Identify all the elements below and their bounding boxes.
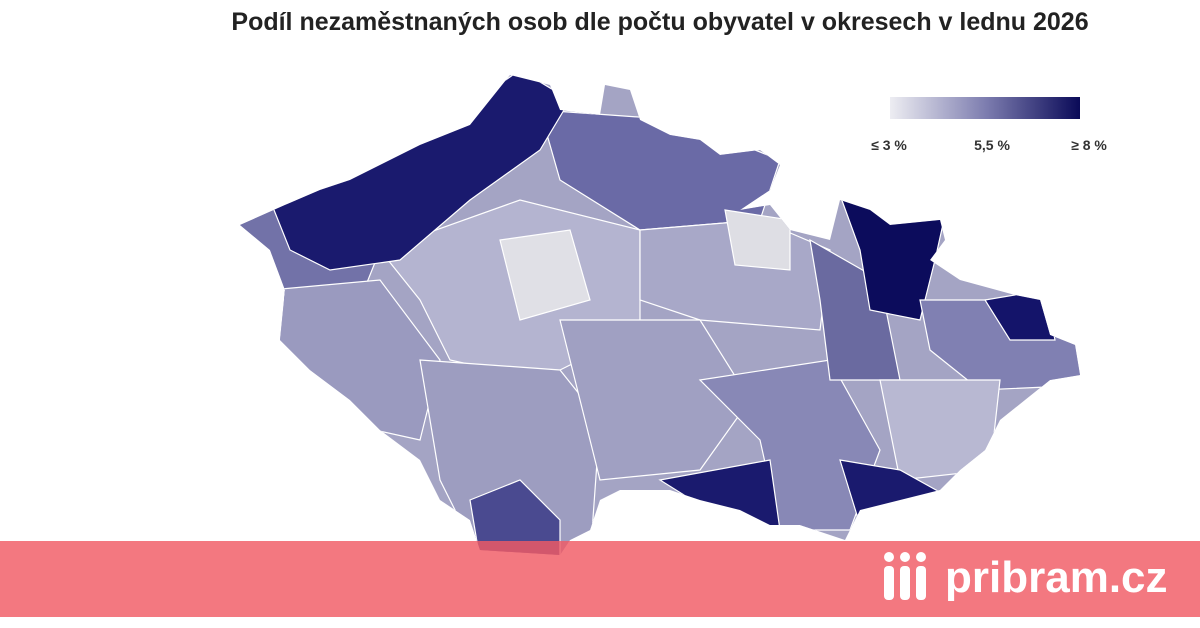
legend-label: ≤ 3 % (871, 137, 907, 153)
map-title: Podíl nezaměstnaných osob dle počtu obyv… (231, 8, 1088, 36)
districts (240, 75, 1080, 555)
district (559, 319, 751, 481)
district (499, 229, 591, 321)
legend-label: ≥ 8 % (1071, 137, 1107, 153)
logo-icon (884, 552, 926, 600)
legend: ≤ 3 % 5,5 % ≥ 8 % (871, 97, 1107, 153)
logo-text: pribram.cz (945, 553, 1168, 602)
legend-label: 5,5 % (974, 137, 1010, 153)
district (419, 359, 601, 555)
legend-gradient (890, 97, 1080, 119)
district (879, 379, 1001, 481)
district (724, 209, 791, 271)
brand-banner (0, 541, 1200, 617)
